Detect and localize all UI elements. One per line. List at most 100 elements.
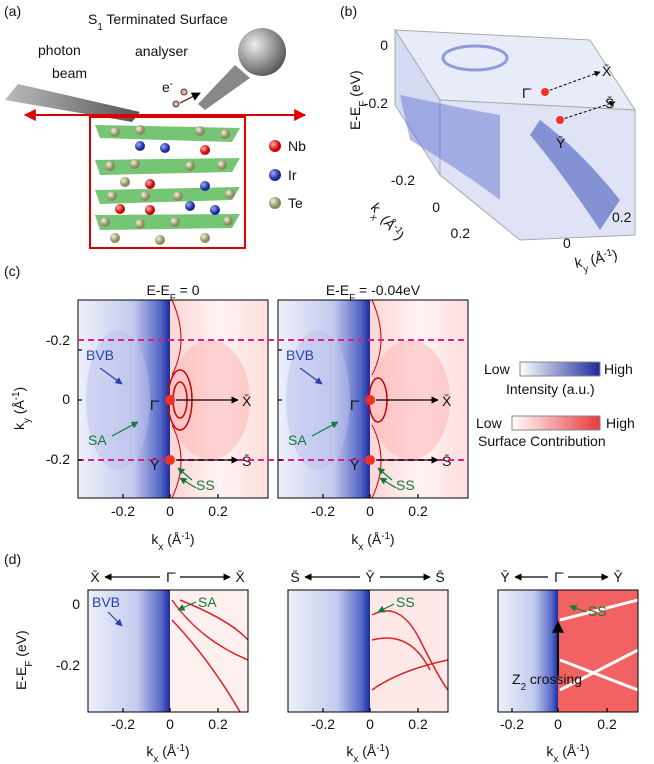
intensity-colorbar [520, 362, 600, 376]
surface-colorbar [512, 416, 600, 430]
gamma-point [165, 395, 175, 405]
tick-label: 0 [72, 596, 80, 612]
panel-label: (b) [340, 3, 357, 19]
axis-label-part: ) [185, 743, 190, 759]
analyser-device [173, 28, 286, 110]
axis-label: kx (Å-1) [363, 199, 408, 246]
panel-title: S1 Terminated Surface [88, 11, 228, 33]
annotation: photon [38, 42, 81, 58]
axis-label: kx (Å-1) [546, 743, 589, 764]
annotation: SA [198, 594, 217, 610]
annotation: SS [196, 477, 215, 493]
point-label: X̄ [90, 569, 100, 585]
annotation-part: - [170, 79, 173, 90]
point-label: S̄ [442, 453, 451, 469]
legend-nb-marker [269, 140, 281, 152]
page: { "panel_a": {"label": "(a)", "title": [… [0, 0, 654, 764]
tick-label: -0.2 [311, 503, 335, 519]
axis-label: E-EF (eV) [13, 630, 35, 690]
point-label: Ȳ [350, 457, 360, 473]
axis-label-part: (Å [363, 531, 382, 547]
tick-label: 0.2 [597, 716, 617, 732]
tick-label: 0 [166, 716, 174, 732]
tick-label: 0 [366, 716, 374, 732]
axis-label-part: (Å [158, 743, 177, 759]
tick-label: -0.2 [311, 716, 335, 732]
axis-label-part: (Å [558, 743, 577, 759]
point-label: S̄ [290, 569, 299, 585]
axis-label: kx (Å-1) [146, 743, 189, 764]
map-title-part: E-E [146, 282, 169, 298]
point-label: Ȳ [500, 569, 510, 585]
tick-label: 0 [432, 199, 440, 215]
tick-label: 0 [380, 37, 388, 53]
point-label: X̄ [235, 569, 245, 585]
legend-label: High [604, 361, 633, 377]
point-label: Γ̄ [166, 569, 176, 585]
tick-label: -0.2 [364, 95, 388, 111]
tick-label: -0.2 [500, 716, 524, 732]
axis-label-part: (eV) [13, 630, 29, 660]
axis-label-part: (eV) [347, 70, 363, 100]
point-label: Ȳ [556, 135, 566, 151]
dispersion-plots [88, 590, 638, 712]
tick-label: -0.2 [56, 657, 80, 673]
gamma-point [541, 88, 549, 96]
point-label: X̄ [442, 393, 452, 409]
legend-label: Low [484, 361, 511, 377]
legend-label: Nb [288, 138, 306, 154]
axis-label-part: ) [611, 246, 619, 263]
annotation: SS [396, 477, 415, 493]
tick-label: -0.2 [111, 716, 135, 732]
axis-label-part: ) [585, 743, 590, 759]
point-label: Ȳ [365, 569, 375, 585]
tick-label: -0.2 [46, 451, 70, 467]
panel-label: (d) [4, 551, 21, 567]
map-title-part: E-E [326, 282, 349, 298]
gamma-point [365, 395, 375, 405]
map-title-part: = -0.04eV [355, 282, 421, 298]
tick-label: 0.2 [451, 225, 471, 241]
legend-ir-marker [269, 169, 281, 181]
axis-label: ky (Å-1) [573, 246, 620, 276]
band-structure-3d [395, 30, 635, 240]
layers [95, 125, 240, 230]
tick-label: 0.2 [208, 503, 228, 519]
tick-label: 0.2 [208, 716, 228, 732]
annotation: BVB [286, 347, 314, 363]
panel-label: (c) [4, 263, 20, 279]
point-label: Ȳ [613, 569, 623, 585]
axis-label-part: (Å [11, 400, 27, 419]
axis-label-part: -1 [576, 743, 585, 754]
figure: (a)S1 Terminated Surfacephotonbeamanalys… [0, 0, 654, 764]
point-label: S̄ [242, 453, 251, 469]
tick-label: 0.2 [408, 503, 428, 519]
annotation: SA [88, 432, 107, 448]
legend-label: High [606, 415, 635, 431]
point-label: Γ̄ [554, 569, 564, 585]
panel-title-part: S [88, 11, 97, 27]
panel-title-part: Terminated Surface [103, 11, 228, 27]
annotation: BVB [86, 347, 114, 363]
axis-label-part: -1 [376, 743, 385, 754]
axis-label-part: -1 [181, 531, 190, 542]
axis-label-part: -1 [11, 391, 22, 400]
annotation-part: e [162, 79, 170, 95]
legend-label: Te [288, 195, 303, 211]
plot-2 [498, 590, 638, 712]
point-label: X̄ [602, 63, 612, 79]
axis-label-part: ) [190, 531, 195, 547]
legend-label: Low [476, 415, 503, 431]
annotation: e- [162, 79, 173, 96]
point-label: X̄ [242, 393, 252, 409]
axis-label-part: ) [385, 743, 390, 759]
axis-label: kx (Å-1) [351, 531, 394, 553]
y-point [556, 116, 564, 124]
axis-label-part: (Å [358, 743, 377, 759]
axis-label: kx (Å-1) [151, 531, 194, 553]
axis-label-part: -1 [176, 743, 185, 754]
tick-label: -0.2 [391, 172, 415, 188]
axis-label-part: -1 [381, 531, 390, 542]
tick-label: -0.2 [46, 332, 70, 348]
legend-title: Intensity (a.u.) [506, 381, 595, 397]
